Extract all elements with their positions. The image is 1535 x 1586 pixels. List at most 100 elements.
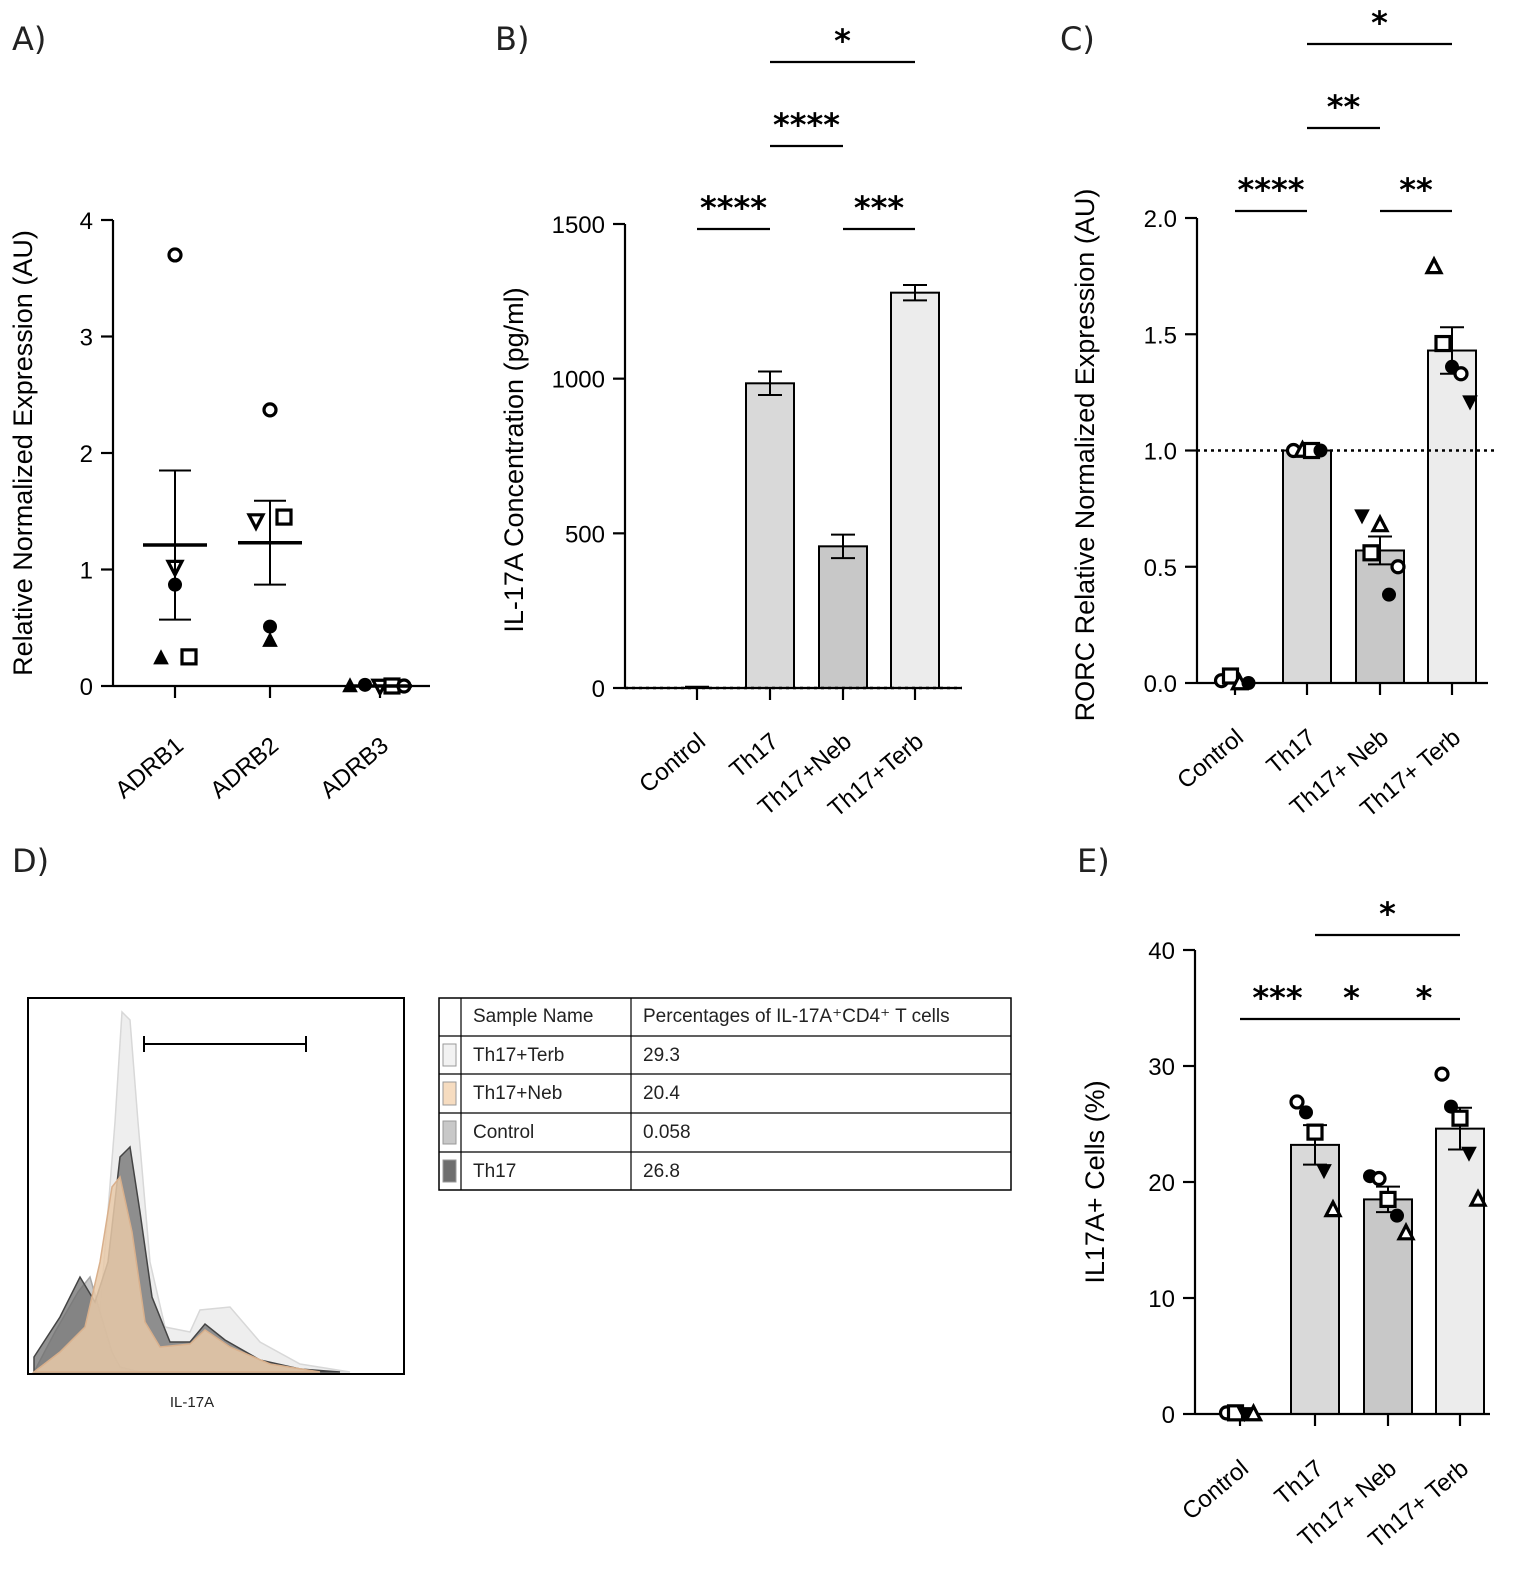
panel-c-y-axis-label: RORC Relative Normalized Expression (AU) bbox=[1070, 189, 1100, 722]
panel-b-category-label: Control bbox=[634, 728, 711, 798]
panel-b-ytick-label: 1500 bbox=[552, 212, 605, 239]
panel-b-bar bbox=[890, 291, 940, 689]
legend-swatch bbox=[442, 1081, 457, 1106]
legend-percent-value: 26.8 bbox=[643, 1161, 680, 1182]
legend-sample-name: Th17 bbox=[473, 1161, 516, 1182]
legend-header-sample: Sample Name bbox=[473, 1006, 593, 1027]
panel-a-y-axis-label: Relative Normalized Expression (AU) bbox=[8, 230, 38, 676]
panel-b-ytick-label: 500 bbox=[565, 521, 605, 548]
legend-sample-name: Th17+Terb bbox=[473, 1045, 564, 1066]
panel-a: A) 0 1 2 3 4 ADRB1 ADRB2 ADRB3 Relative Normalize… bbox=[8, 20, 430, 804]
histogram-x-label: IL-17A bbox=[170, 1394, 214, 1411]
panel-d: D) IL-17A Sample Name Percentages of IL-17A… bbox=[12, 842, 1012, 1411]
panel-c-significance-label: **** bbox=[1238, 171, 1305, 209]
legend-table bbox=[438, 997, 1012, 1191]
panel-a-category-label: ADRB2 bbox=[205, 732, 284, 804]
panel-d-letter: D) bbox=[12, 842, 49, 880]
panel-e-data-point bbox=[1323, 1198, 1343, 1218]
panel-e-data-point bbox=[1379, 1190, 1397, 1209]
panel-b-category-label: Th17 bbox=[725, 728, 784, 784]
panel-a-category-label: ADRB1 bbox=[110, 732, 189, 804]
panel-a-data-point bbox=[275, 508, 293, 526]
panel-c-significance-label: ** bbox=[1399, 171, 1433, 209]
panel-e-data-point bbox=[1289, 1094, 1305, 1110]
panel-a-data-point bbox=[167, 247, 183, 263]
panel-e-data-point bbox=[1461, 1146, 1477, 1162]
panel-e-data-point bbox=[1306, 1123, 1324, 1141]
panel-e-category-label: Th17 bbox=[1270, 1455, 1329, 1511]
panel-b-bar bbox=[818, 545, 868, 689]
panel-e-y-axis-label: IL17A+ Cells (%) bbox=[1080, 1080, 1110, 1283]
panel-b-ytick-label: 0 bbox=[592, 676, 605, 703]
panel-c-data-point bbox=[1354, 509, 1370, 525]
panel-c-significance-label: * bbox=[1371, 4, 1388, 42]
panel-e-ytick-label: 0 bbox=[1162, 1402, 1175, 1429]
panel-a-letter: A) bbox=[12, 20, 46, 58]
panel-e-ytick-label: 10 bbox=[1148, 1286, 1175, 1313]
panel-c-ytick-label: 1.0 bbox=[1144, 439, 1177, 466]
panel-e-data-point bbox=[1396, 1221, 1416, 1241]
panel-a-data-point bbox=[180, 648, 198, 666]
panel-a-ytick-label: 1 bbox=[80, 558, 93, 585]
panel-e-bar bbox=[1435, 1127, 1485, 1415]
panel-e-significance-label: * bbox=[1416, 979, 1433, 1017]
panel-a-ytick-label: 0 bbox=[80, 674, 93, 701]
panel-c-data-point bbox=[1241, 676, 1256, 690]
panel-e-category-label: Control bbox=[1177, 1455, 1254, 1525]
panel-a-ytick-label: 3 bbox=[80, 325, 93, 352]
panel-e-data-point bbox=[1451, 1109, 1469, 1127]
panel-e-data-point bbox=[1434, 1066, 1450, 1082]
panel-b-significance-label: *** bbox=[854, 189, 904, 227]
panel-c-data-point bbox=[1313, 443, 1328, 458]
legend-swatch bbox=[442, 1043, 457, 1067]
panel-a-category-label: ADRB3 bbox=[315, 732, 394, 804]
panel-e-data-point bbox=[1371, 1170, 1387, 1187]
legend-percent-value: 0.058 bbox=[643, 1122, 691, 1143]
panel-e-data-point bbox=[1299, 1105, 1313, 1120]
legend-sample-name: Control bbox=[473, 1122, 534, 1143]
panel-c-significance-label: ** bbox=[1327, 88, 1361, 126]
panel-b-letter: B) bbox=[495, 20, 529, 58]
panel-e-letter: E) bbox=[1077, 842, 1110, 880]
panel-e-data-point bbox=[1390, 1208, 1404, 1223]
legend-swatch bbox=[442, 1159, 457, 1183]
panel-e-bar bbox=[1363, 1198, 1413, 1416]
legend-sample-name: Th17+Neb bbox=[473, 1083, 562, 1104]
panel-e-significance-label: * bbox=[1343, 979, 1360, 1017]
panel-e-data-point bbox=[1468, 1188, 1488, 1207]
panel-c-ytick-label: 2.0 bbox=[1144, 206, 1177, 233]
panel-c-letter: C) bbox=[1060, 20, 1095, 58]
panel-c-data-point bbox=[1362, 544, 1380, 562]
panel-e-data-point bbox=[1243, 1402, 1264, 1422]
panel-c-ytick-label: 0.5 bbox=[1144, 555, 1177, 582]
panel-a-ytick-label: 2 bbox=[80, 441, 93, 468]
panel-e-bar bbox=[1290, 1143, 1340, 1415]
panel-b-y-axis-label: IL-17A Concentration (pg/ml) bbox=[499, 287, 529, 632]
panel-e-data-point bbox=[1316, 1164, 1332, 1180]
panel-c-ytick-label: 0.0 bbox=[1144, 671, 1177, 698]
panel-c-data-point bbox=[1424, 255, 1444, 275]
panel-b-significance-label: * bbox=[834, 22, 851, 60]
panel-c-data-point bbox=[1390, 559, 1406, 575]
panel-a-ytick-label: 4 bbox=[80, 208, 93, 235]
panel-c-category-label: Th17 bbox=[1262, 724, 1321, 780]
legend-percent-value: 29.3 bbox=[643, 1045, 680, 1066]
panel-b-significance-label: **** bbox=[773, 106, 840, 144]
panel-e-ytick-label: 40 bbox=[1148, 938, 1175, 965]
panel-c-data-point bbox=[1370, 513, 1390, 533]
panel-a-data-point bbox=[262, 402, 278, 418]
histogram-th17-neb bbox=[31, 1175, 321, 1373]
panel-b-ytick-label: 1000 bbox=[552, 367, 605, 394]
legend-percent-value: 20.4 bbox=[643, 1083, 680, 1104]
legend-header-percent: Percentages of IL-17A⁺CD4⁺ T cells bbox=[643, 1006, 950, 1027]
panel-c-bar bbox=[1282, 449, 1332, 684]
legend-swatch bbox=[442, 1120, 457, 1145]
panel-b-significance-label: **** bbox=[700, 189, 767, 227]
panel-e-significance-label: *** bbox=[1252, 979, 1302, 1017]
panel-c-data-point bbox=[1453, 366, 1469, 382]
panel-e-significance-label: * bbox=[1379, 895, 1396, 933]
